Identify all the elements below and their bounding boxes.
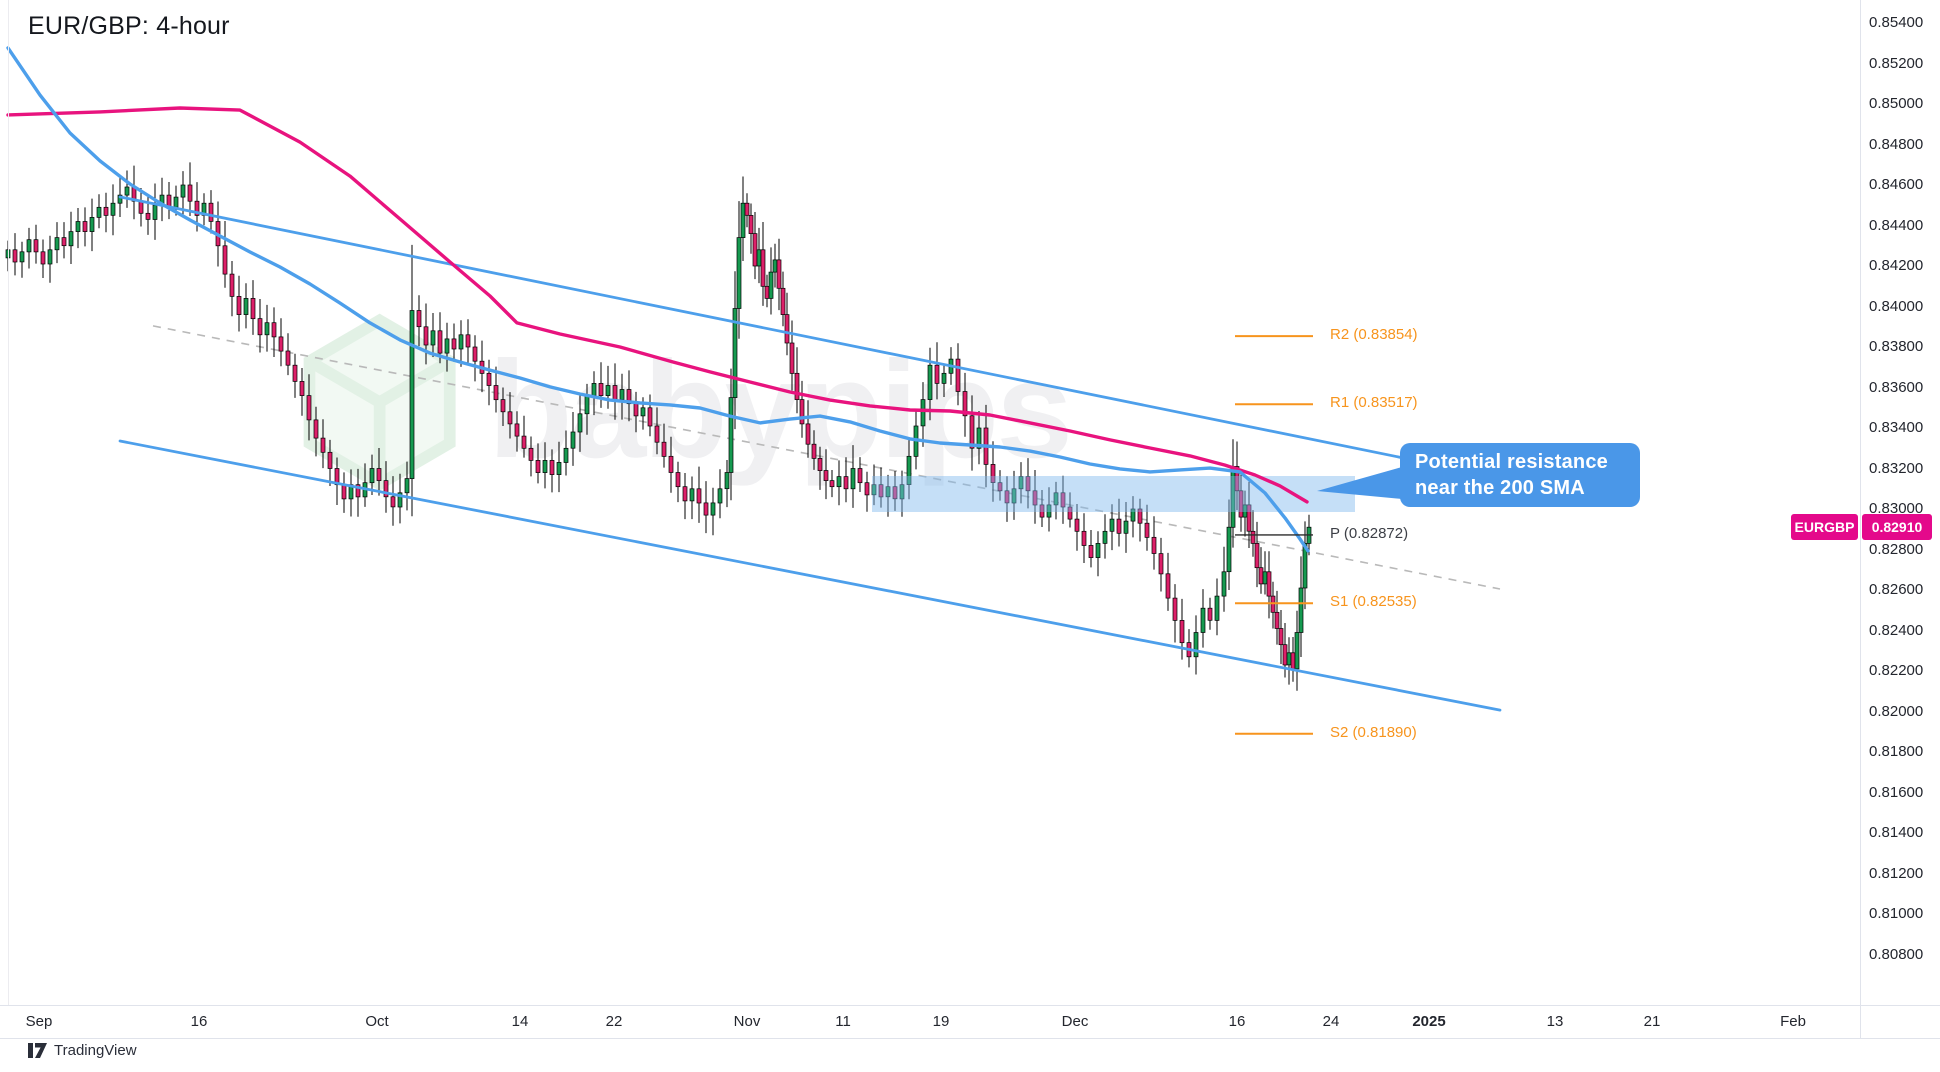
price-axis-label: 0.81800 xyxy=(1869,743,1924,760)
page-title: EUR/GBP: 4-hour xyxy=(28,12,230,40)
time-axis-label: 22 xyxy=(605,1013,623,1030)
sma-100-line[interactable] xyxy=(6,46,1310,553)
time-axis-label: 13 xyxy=(1546,1013,1564,1030)
channel-midline xyxy=(152,325,1501,590)
time-axis-label: 16 xyxy=(190,1013,208,1030)
callout-line1: Potential resistance xyxy=(1415,451,1608,473)
price-axis-label: 0.84200 xyxy=(1869,257,1924,274)
time-axis-border-bottom xyxy=(0,1038,1940,1039)
pivot-label: P (0.82872) xyxy=(1330,524,1409,542)
plot-left-border xyxy=(8,0,9,1005)
annotation-callout[interactable]: Potential resistance near the 200 SMA xyxy=(1400,443,1640,507)
time-axis-label: 24 xyxy=(1322,1013,1340,1030)
candlestick-series[interactable] xyxy=(5,162,1312,691)
price-axis-label: 0.85000 xyxy=(1869,95,1924,112)
price-axis-label: 0.81200 xyxy=(1869,864,1924,882)
tradingview-icon xyxy=(28,1043,47,1058)
price-axis-label: 0.80800 xyxy=(1869,945,1924,963)
price-axis-label: 0.84800 xyxy=(1869,135,1924,153)
price-axis-label: 0.83600 xyxy=(1869,378,1924,396)
price-axis-label: 0.83000 xyxy=(1869,500,1924,517)
channel-upper-line[interactable] xyxy=(118,195,1464,472)
price-axis-label: 0.82000 xyxy=(1869,702,1924,720)
time-axis-label: 11 xyxy=(835,1013,851,1030)
price-axis-label: 0.83400 xyxy=(1869,419,1924,436)
price-axis-label: 0.83800 xyxy=(1869,338,1924,355)
price-axis-label: 0.81600 xyxy=(1869,783,1924,801)
tradingview-label: TradingView xyxy=(54,1042,137,1059)
price-axis-label: 0.85400 xyxy=(1869,14,1924,31)
price-axis-label: 0.85200 xyxy=(1869,54,1924,72)
price-axis-label: 0.83200 xyxy=(1869,459,1924,477)
last-price-tag: 0.82910 xyxy=(1862,514,1932,541)
price-axis-label: 0.84600 xyxy=(1869,176,1924,193)
tradingview-attribution[interactable]: TradingView xyxy=(28,1042,137,1059)
pivot-label: R1 (0.83517) xyxy=(1330,394,1418,412)
time-axis-label: 21 xyxy=(1643,1013,1661,1030)
callout-arrow xyxy=(1317,467,1402,499)
price-axis-label: 0.81000 xyxy=(1869,905,1924,922)
symbol-price-tag: EURGBP xyxy=(1791,514,1858,541)
channel-lower-line[interactable] xyxy=(118,439,1502,712)
time-axis-label: 19 xyxy=(932,1013,950,1030)
pivot-label: S1 (0.82535) xyxy=(1330,593,1417,611)
time-axis-label: Sep xyxy=(25,1013,53,1030)
pivot-label: R2 (0.83854) xyxy=(1330,326,1418,344)
price-axis-label: 0.84000 xyxy=(1869,297,1924,315)
price-axis-label: 0.84400 xyxy=(1869,216,1924,234)
price-axis-label: 0.82200 xyxy=(1869,662,1924,679)
price-axis-label: 0.82800 xyxy=(1869,540,1924,558)
price-axis-border xyxy=(1860,0,1861,1038)
pivot-label: S2 (0.81890) xyxy=(1330,723,1417,741)
callout-line2: near the 200 SMA xyxy=(1415,477,1585,499)
time-axis-label: 16 xyxy=(1228,1013,1246,1030)
resistance-zone[interactable] xyxy=(872,476,1355,512)
time-axis-label: Dec xyxy=(1061,1013,1089,1030)
time-axis-border-top xyxy=(0,1005,1940,1006)
price-axis-label: 0.82400 xyxy=(1869,621,1924,639)
time-axis-label: 2025 xyxy=(1412,1013,1446,1030)
time-axis-label: Oct xyxy=(365,1013,389,1030)
sma-200-line[interactable] xyxy=(6,106,1309,504)
time-axis-label: Feb xyxy=(1780,1013,1806,1030)
price-axis-label: 0.82600 xyxy=(1869,581,1924,598)
time-axis-label: Nov xyxy=(733,1013,761,1030)
time-axis-label: 14 xyxy=(511,1013,529,1030)
price-axis-label: 0.81400 xyxy=(1869,824,1924,841)
